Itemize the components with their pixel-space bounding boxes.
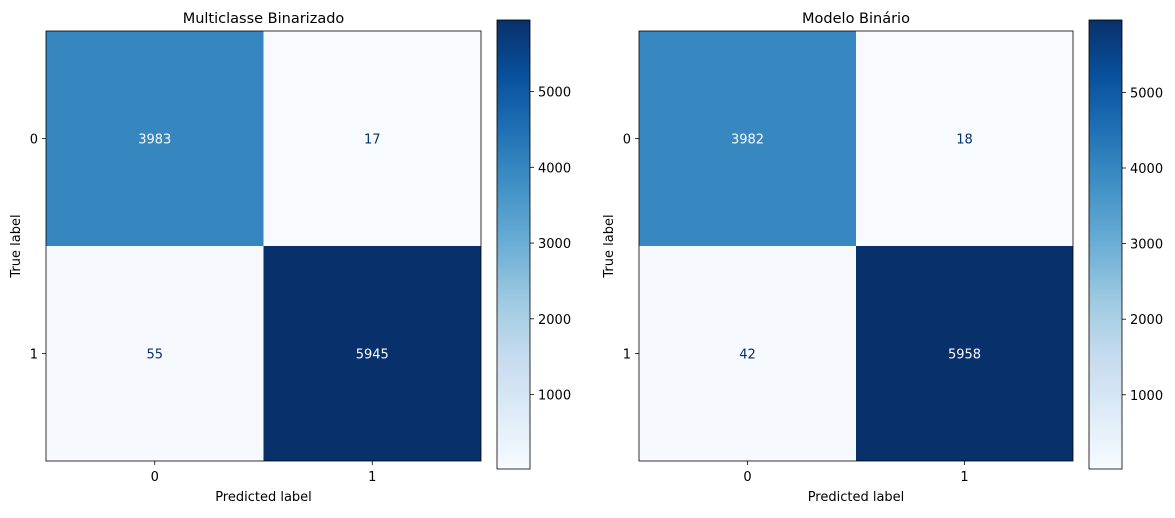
y-tick-label-1: 1 [623,348,631,363]
chart-title: Modelo Binário [802,11,910,27]
colorbar-tick-label-1: 2000 [538,313,571,328]
matrix-cell-1-0 [639,246,856,461]
matrix-cell-1-0 [46,246,264,461]
plot-frame [638,30,1074,462]
cell-value-1-1: 5945 [356,348,389,363]
colorbar-tick-label-4: 5000 [1130,86,1163,101]
x-tick-label-1: 1 [368,470,376,485]
x-axis-label: Predicted label [215,490,312,505]
cell-value-0-1: 18 [956,133,973,148]
colorbar-tick-label-3: 4000 [538,161,571,176]
colorbar-tick-label-0: 1000 [1130,389,1163,404]
matrix-cell-1-1 [856,246,1073,461]
matrix-cell-0-0 [46,31,264,246]
x-tick-label-0: 0 [151,470,159,485]
colorbar [496,19,531,470]
cell-value-1-0: 42 [739,348,756,363]
confusion-matrix-panel-1: Modelo Binário 3982 18 42 5958 0 1 0 1 Predicted … [602,11,1163,505]
confusion-matrix-panel-0: Multiclasse Binarizado 3983 17 55 5945 0 1 0 1 Pr… [9,11,571,505]
colorbar-tick-label-1: 2000 [1130,313,1163,328]
y-tick-label-0: 0 [30,133,38,148]
matrix-cell-0-0 [639,31,856,246]
y-tick-label-0: 0 [623,133,631,148]
cell-value-0-0: 3982 [731,133,764,148]
colorbar-tick-label-3: 4000 [1130,162,1163,177]
colorbar-tick-label-0: 1000 [538,389,571,404]
x-axis-label: Predicted label [808,490,905,505]
colorbar-tick-label-2: 3000 [538,237,571,252]
chart-title: Multiclasse Binarizado [183,11,345,27]
y-axis-label: True label [602,214,617,278]
cell-value-0-1: 17 [364,133,381,148]
matrix-cell-0-1 [263,31,481,246]
plot-frame [45,30,482,462]
cell-value-0-0: 3983 [138,133,171,148]
x-tick-label-0: 0 [743,470,751,485]
colorbar [1088,19,1123,470]
y-axis-label: True label [9,214,24,278]
colorbar-tick-label-2: 3000 [1130,238,1163,253]
x-tick-label-1: 1 [960,470,968,485]
y-tick-label-1: 1 [30,348,38,363]
matrix-cell-0-1 [856,31,1073,246]
matrix-cell-1-1 [263,246,481,461]
cell-value-1-1: 5958 [948,348,981,363]
colorbar-tick-label-4: 5000 [538,86,571,101]
cell-value-1-0: 55 [146,348,163,363]
